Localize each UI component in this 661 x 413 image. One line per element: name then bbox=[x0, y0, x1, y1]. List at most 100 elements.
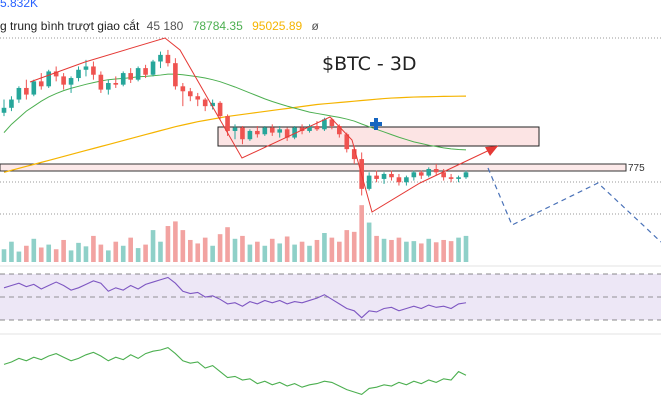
volume-bar bbox=[61, 239, 66, 262]
candle-body bbox=[120, 73, 126, 85]
candle-body bbox=[16, 87, 22, 100]
candle-body bbox=[113, 83, 119, 85]
volume-bar bbox=[366, 222, 372, 262]
candle-body bbox=[31, 81, 37, 95]
volume-bar bbox=[299, 241, 305, 262]
volume-bar bbox=[98, 244, 104, 262]
candle-body bbox=[83, 66, 89, 70]
volume-bar bbox=[314, 239, 320, 262]
candle-body bbox=[46, 71, 52, 87]
candle-body bbox=[292, 127, 297, 138]
ma-slow-line bbox=[3, 95, 467, 173]
volume-bar bbox=[418, 243, 424, 262]
volume-bar bbox=[135, 248, 141, 262]
price-level-label: 775 bbox=[628, 163, 645, 174]
volume-bar bbox=[16, 251, 22, 262]
volume-bar bbox=[113, 241, 119, 262]
legend-label: g trung bình trượt giao cắt bbox=[0, 18, 140, 33]
volume-bar bbox=[448, 241, 454, 262]
volume-bar bbox=[277, 243, 283, 262]
volume-bar bbox=[374, 235, 379, 262]
candle-body bbox=[202, 99, 208, 107]
volume-bar bbox=[53, 249, 59, 262]
candle-body bbox=[307, 126, 312, 131]
candle-body bbox=[463, 172, 469, 178]
volume-bar bbox=[262, 245, 268, 262]
volume-bar bbox=[173, 221, 178, 262]
macd-layer bbox=[3, 346, 467, 396]
volume-bar bbox=[38, 247, 44, 262]
volume-bar bbox=[337, 241, 342, 262]
ma-fast-line bbox=[3, 73, 467, 151]
candle-body bbox=[76, 69, 81, 79]
candle-body bbox=[277, 129, 283, 133]
candle-body bbox=[128, 73, 133, 80]
ma-cross-marker bbox=[370, 118, 382, 130]
moving-average-layer bbox=[3, 73, 467, 173]
volume-bar bbox=[351, 231, 357, 262]
volume-bar bbox=[158, 241, 163, 262]
candle-body bbox=[456, 177, 461, 179]
legend-row: g trung bình trượt giao cắt 45 180 78784… bbox=[0, 18, 320, 33]
volume-bar bbox=[255, 241, 260, 262]
candle-body bbox=[351, 149, 357, 160]
candle-body bbox=[173, 63, 178, 87]
volume-bar bbox=[433, 242, 439, 262]
candle-body bbox=[255, 130, 260, 135]
volume-bar bbox=[240, 235, 245, 262]
volume-bar bbox=[456, 237, 461, 262]
candle-body bbox=[217, 102, 223, 117]
candle-body bbox=[299, 127, 305, 131]
volume-bar bbox=[187, 239, 193, 262]
candle-body bbox=[232, 127, 238, 131]
volume-bar bbox=[322, 233, 327, 262]
price-level-band bbox=[0, 163, 627, 172]
volume-layer bbox=[1, 205, 469, 262]
candle-body bbox=[53, 71, 59, 77]
volume-bar bbox=[128, 237, 133, 262]
candle-body bbox=[106, 83, 111, 90]
candle-body bbox=[240, 127, 245, 140]
candle-body bbox=[225, 116, 230, 131]
volume-bar bbox=[426, 238, 432, 262]
candle-body bbox=[366, 175, 372, 189]
volume-bar bbox=[83, 246, 89, 262]
volume-bar bbox=[284, 236, 290, 262]
candle-body bbox=[329, 119, 335, 126]
volume-bar bbox=[120, 245, 126, 262]
legend-ma-fast-value: 78784.35 bbox=[193, 19, 243, 33]
volume-bar bbox=[225, 227, 230, 262]
volume-bar bbox=[463, 235, 469, 262]
candle-body bbox=[61, 76, 66, 85]
volume-bar bbox=[247, 244, 253, 262]
candle-body bbox=[91, 66, 96, 75]
candle-body bbox=[210, 102, 215, 107]
candle-body bbox=[98, 74, 104, 90]
candle-body bbox=[143, 68, 148, 75]
candle-body bbox=[426, 169, 432, 176]
candle-body bbox=[247, 130, 253, 140]
volume-bar bbox=[180, 230, 186, 262]
candle-body bbox=[396, 177, 402, 183]
candle-body bbox=[411, 172, 417, 178]
candle-body bbox=[404, 177, 409, 183]
projection-dashed-line bbox=[487, 167, 661, 243]
candle-body bbox=[374, 175, 379, 179]
candle-body bbox=[269, 127, 275, 133]
candle-body bbox=[187, 91, 193, 97]
trend-zigzag-line bbox=[29, 37, 499, 213]
candle-body bbox=[180, 86, 186, 92]
candle-body bbox=[1, 107, 7, 113]
volume-bar bbox=[404, 241, 409, 262]
candle-body bbox=[38, 81, 44, 87]
legend-period: 45 180 bbox=[147, 19, 184, 33]
macd-line bbox=[3, 346, 467, 396]
candle-body bbox=[135, 68, 141, 80]
volume-bar bbox=[31, 238, 37, 262]
candle-body bbox=[448, 177, 454, 179]
chart-title: $BTC - 3D bbox=[322, 53, 417, 75]
candle-body bbox=[337, 126, 342, 135]
candle-body bbox=[441, 172, 446, 178]
candle-body bbox=[418, 172, 424, 176]
